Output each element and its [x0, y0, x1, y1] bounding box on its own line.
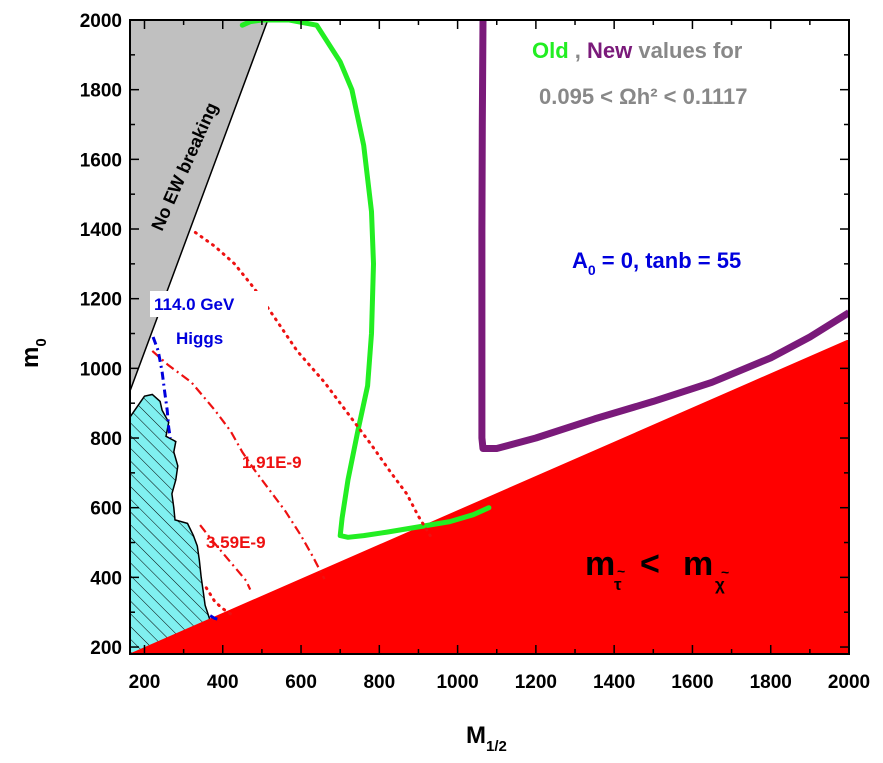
x-tick-label: 1400 — [593, 672, 635, 693]
bsg-label-1: 1.91E-9 — [242, 453, 302, 472]
y-tick-label: 800 — [90, 429, 122, 450]
stau-lsp-region — [130, 340, 849, 654]
series-old-band — [239, 20, 492, 540]
x-tick-label: 1200 — [515, 672, 557, 693]
x-tick-label: 200 — [129, 672, 161, 693]
higgs-label-bg — [150, 291, 268, 317]
series-new-band — [478, 20, 849, 452]
x-axis-title: M1/2 — [466, 722, 507, 755]
y-tick-label: 1200 — [80, 290, 122, 311]
higgs-mass-label: 114.0 GeV — [154, 295, 235, 314]
x-tick-label: 1600 — [671, 672, 713, 693]
axis-ticks: 200 400 600 800 1000 1200 1400 1600 1800 2000 200 4… — [80, 11, 870, 693]
y-tick-label: 2000 — [80, 11, 122, 32]
y-tick-label: 600 — [90, 499, 122, 520]
excluded-hatched-region — [130, 393, 212, 654]
x-tick-label: 1000 — [436, 672, 478, 693]
legend-new-label: New — [587, 38, 633, 63]
bsg-label-2: 3.59E-9 — [206, 533, 266, 552]
series-bsg-1 — [151, 350, 326, 580]
params-annotation: A0 = 0, tanb = 55 — [572, 248, 741, 278]
y-tick-label: 1600 — [80, 150, 122, 171]
legend-caption-line2: 0.095 < Ωh² < 0.1117 — [539, 84, 747, 109]
x-tick-label: 800 — [363, 672, 395, 693]
svg-text:<: < — [640, 545, 660, 583]
y-tick-label: 1400 — [80, 220, 122, 241]
x-tick-label: 600 — [285, 672, 317, 693]
plot-frame — [129, 19, 850, 655]
stau-region-label: m τ ~ < m χ ~ — [585, 545, 729, 594]
svg-text:~: ~ — [721, 564, 729, 580]
y-tick-label: 1000 — [80, 359, 122, 380]
svg-text:χ: χ — [715, 575, 725, 594]
svg-text:~: ~ — [617, 563, 625, 579]
x-tick-label: 400 — [207, 672, 239, 693]
series-bsg-dotted-inner — [204, 586, 233, 616]
series-bsg-dotted-outer — [193, 231, 432, 538]
series-higgs-low — [209, 614, 222, 622]
series-higgs — [151, 336, 172, 439]
legend-caption-line1: Old , New values for — [532, 38, 743, 63]
curves-layer — [151, 20, 849, 622]
y-tick-label: 400 — [90, 568, 122, 589]
series-bsg-2 — [199, 524, 252, 591]
svg-text:m: m — [683, 545, 713, 583]
legend-old-label: Old — [532, 38, 569, 63]
y-axis-title: m0 — [17, 338, 50, 368]
regions-layer — [130, 20, 849, 654]
svg-text:m: m — [585, 545, 615, 583]
y-tick-label: 1800 — [80, 81, 122, 102]
x-tick-label: 2000 — [828, 672, 870, 693]
svg-text:τ: τ — [614, 575, 622, 594]
x-tick-label: 1800 — [750, 672, 792, 693]
higgs-word-label: Higgs — [176, 329, 223, 348]
y-tick-label: 200 — [90, 638, 122, 659]
